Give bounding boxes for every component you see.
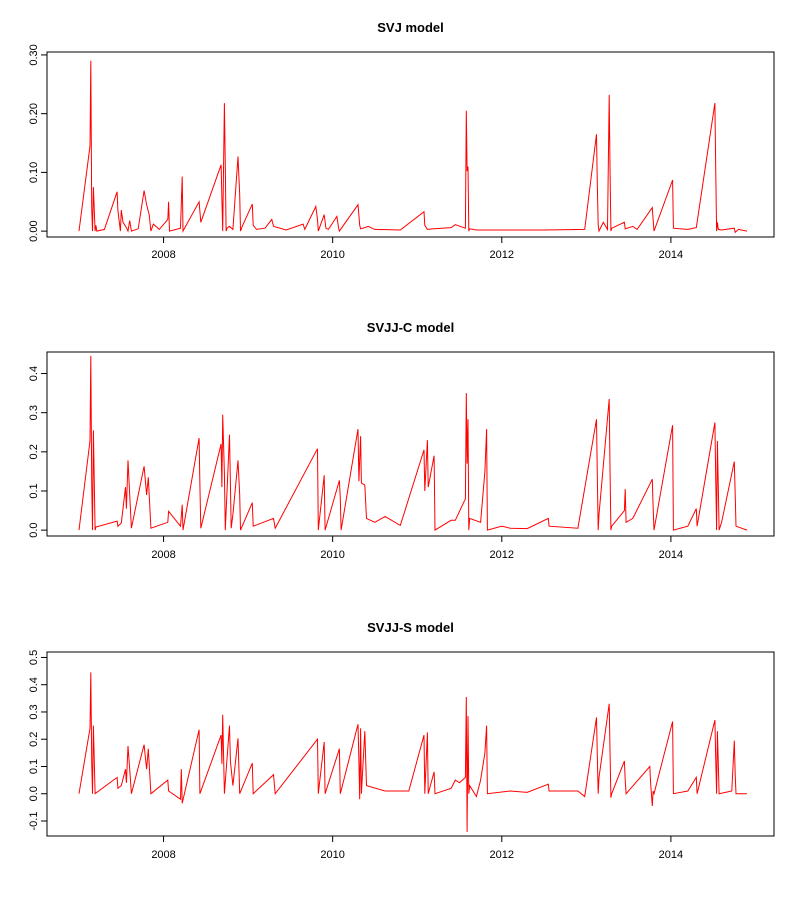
- y-tick-label: 0.3: [28, 704, 40, 719]
- x-tick-label: 2014: [659, 249, 683, 261]
- y-tick-label: 0.0: [28, 522, 40, 537]
- y-tick-label: 0.1: [28, 759, 40, 774]
- plot-frame: [46, 351, 775, 537]
- y-tick-label: 0.3: [28, 405, 40, 420]
- chart-title: SVJJ-S model: [367, 620, 454, 635]
- chart-panel-svjj-s: SVJJ-S model -0.1 0.0 0.1 0.2 0.3 0.4 0.5 2008 20…: [28, 620, 775, 861]
- x-tick-label: 2012: [490, 249, 514, 261]
- y-tick-label: 0.1: [28, 483, 40, 498]
- y-tick-label: 0.20: [28, 103, 40, 124]
- series-line: [78, 355, 748, 531]
- x-tick-label: 2014: [659, 849, 683, 861]
- x-tick-label: 2012: [490, 849, 514, 861]
- y-tick-label: 0.5: [28, 650, 40, 665]
- x-tick-label: 2008: [151, 849, 175, 861]
- chart-title: SVJJ-C model: [367, 320, 454, 335]
- y-tick-label: -0.1: [28, 812, 40, 831]
- x-tick-label: 2014: [659, 549, 683, 561]
- y-tick-label: 0.10: [28, 162, 40, 183]
- y-tick-label: 0.0: [28, 786, 40, 801]
- x-tick-label: 2010: [320, 849, 344, 861]
- y-tick-label: 0.30: [28, 44, 40, 65]
- y-tick-label: 0.2: [28, 444, 40, 459]
- series-line: [78, 60, 748, 234]
- x-tick-label: 2010: [320, 249, 344, 261]
- x-tick-label: 2010: [320, 549, 344, 561]
- plot-frame: [46, 651, 775, 837]
- y-tick-label: 0.2: [28, 732, 40, 747]
- x-tick-label: 2008: [151, 249, 175, 261]
- chart-title: SVJ model: [377, 20, 443, 35]
- y-tick-label: 0.00: [28, 220, 40, 241]
- series-line: [78, 672, 747, 832]
- plot-frame: [46, 51, 775, 238]
- x-tick-label: 2012: [490, 549, 514, 561]
- chart-panel-svj: SVJ model 0.00 0.10 0.20 0.30 2008 2010 2012 201…: [28, 20, 775, 261]
- chart-panel-svjj-c: SVJJ-C model 0.0 0.1 0.2 0.3 0.4 2008 2010 2012 2…: [28, 320, 775, 561]
- x-tick-label: 2008: [151, 549, 175, 561]
- y-tick-label: 0.4: [28, 366, 40, 381]
- y-tick-label: 0.4: [28, 677, 40, 692]
